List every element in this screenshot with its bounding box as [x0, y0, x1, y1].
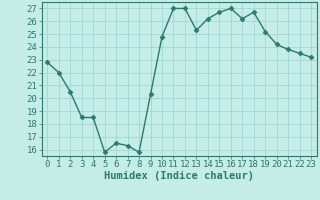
X-axis label: Humidex (Indice chaleur): Humidex (Indice chaleur)	[104, 171, 254, 181]
